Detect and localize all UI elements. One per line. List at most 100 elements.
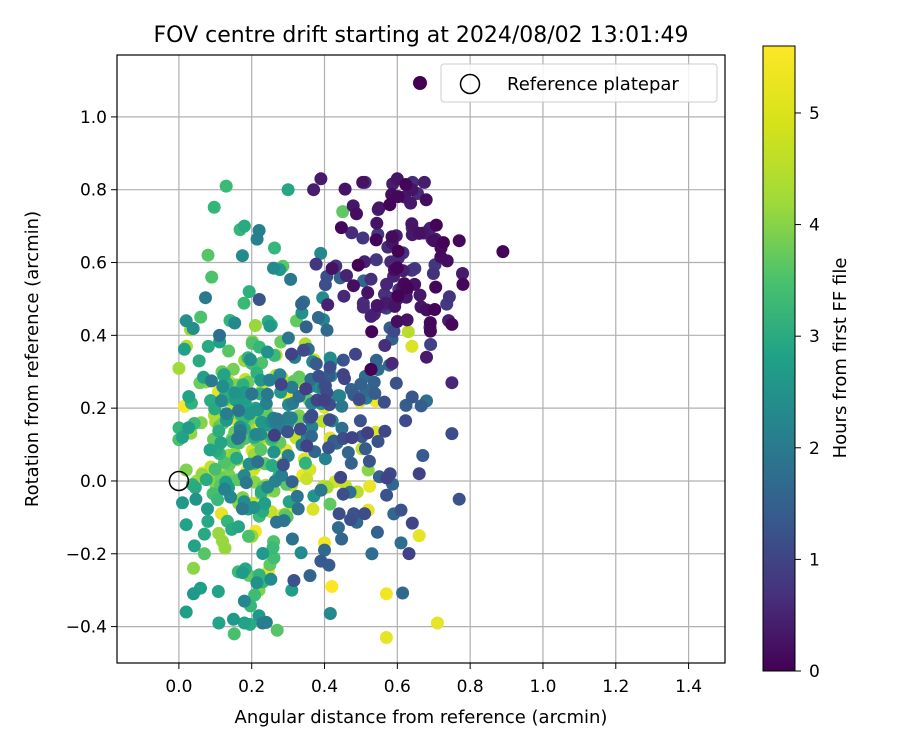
data-point: [237, 219, 251, 233]
data-point: [323, 413, 336, 427]
data-point: [250, 576, 264, 590]
data-point: [371, 435, 385, 448]
data-point: [322, 441, 336, 455]
data-point: [335, 421, 349, 435]
data-point: [258, 497, 272, 510]
data-point: [399, 178, 413, 191]
data-point: [388, 299, 402, 313]
legend-marker-reference: [459, 73, 481, 95]
data-point: [323, 351, 337, 365]
data-point: [267, 261, 280, 275]
data-point: [345, 431, 359, 445]
y-tick-label: 0.6: [80, 254, 107, 274]
x-tick-label: 1.0: [529, 677, 556, 697]
data-point: [242, 529, 255, 543]
data-point: [284, 272, 298, 286]
data-point: [417, 175, 431, 189]
data-points: [172, 172, 510, 644]
data-point: [213, 328, 226, 342]
data-point: [201, 514, 215, 528]
data-point: [445, 317, 459, 331]
x-tick-label: 0.0: [165, 677, 192, 697]
data-point: [314, 172, 328, 186]
data-point: [187, 587, 200, 601]
data-point: [217, 368, 231, 382]
data-point: [179, 463, 193, 477]
data-point: [199, 473, 213, 487]
data-point: [363, 479, 377, 493]
data-point: [297, 343, 311, 357]
data-point: [222, 344, 236, 358]
data-point: [331, 521, 345, 535]
data-point: [379, 631, 393, 644]
colorbar-tick-label: 2: [809, 439, 820, 459]
data-point: [365, 547, 379, 561]
data-point: [385, 230, 399, 244]
data-point: [230, 451, 244, 465]
data-point: [456, 277, 470, 291]
data-point: [405, 217, 419, 231]
data-point: [211, 493, 225, 507]
data-point: [267, 445, 281, 459]
data-point: [338, 182, 352, 196]
data-point: [379, 587, 393, 601]
colorbar-ticks: 0 1 2 3 4 5: [795, 104, 820, 682]
data-point: [428, 303, 442, 316]
data-point: [335, 532, 349, 546]
data-point: [214, 436, 228, 450]
data-point: [430, 616, 444, 630]
data-point: [436, 236, 450, 250]
data-point: [413, 288, 427, 302]
data-point: [424, 338, 438, 351]
data-point: [336, 368, 350, 382]
data-point: [248, 319, 262, 332]
chart-title: FOV centre drift starting at 2024/08/02 …: [154, 23, 689, 48]
data-point: [402, 547, 416, 561]
data-point: [267, 428, 281, 442]
data-point: [281, 425, 295, 439]
data-point: [414, 399, 428, 413]
data-point: [426, 267, 440, 280]
data-point: [356, 300, 370, 314]
data-point: [204, 374, 218, 388]
data-point: [227, 627, 241, 641]
data-point: [247, 501, 260, 514]
data-point: [285, 583, 299, 597]
data-point: [270, 515, 283, 529]
data-point: [189, 492, 203, 506]
x-tick-label: 1.2: [602, 677, 629, 697]
data-point: [394, 536, 408, 550]
data-point: [452, 234, 466, 248]
data-point: [285, 380, 299, 394]
data-point: [341, 446, 355, 459]
data-point: [358, 507, 372, 521]
data-point: [199, 291, 212, 305]
data-point: [254, 443, 268, 457]
data-point: [228, 316, 242, 330]
data-point: [187, 539, 201, 553]
data-point: [391, 244, 405, 258]
data-point: [293, 422, 307, 436]
data-point: [390, 261, 404, 275]
data-point: [276, 458, 290, 472]
data-point: [208, 462, 222, 476]
data-point: [372, 201, 386, 215]
colorbar-tick-label: 5: [809, 104, 820, 124]
data-point: [361, 426, 375, 440]
data-point: [281, 183, 295, 197]
data-point: [275, 468, 289, 482]
legend: Reference platepar: [413, 63, 718, 103]
data-point: [245, 387, 259, 401]
data-point: [353, 414, 367, 428]
data-point: [335, 399, 349, 413]
data-point: [364, 272, 378, 286]
data-point: [336, 487, 350, 501]
legend-box: [440, 63, 718, 103]
data-point: [369, 253, 383, 267]
data-point: [400, 313, 414, 327]
data-point: [442, 290, 456, 304]
data-point: [405, 390, 419, 404]
data-point: [182, 421, 196, 435]
data-point: [352, 393, 366, 406]
data-point: [356, 231, 370, 245]
